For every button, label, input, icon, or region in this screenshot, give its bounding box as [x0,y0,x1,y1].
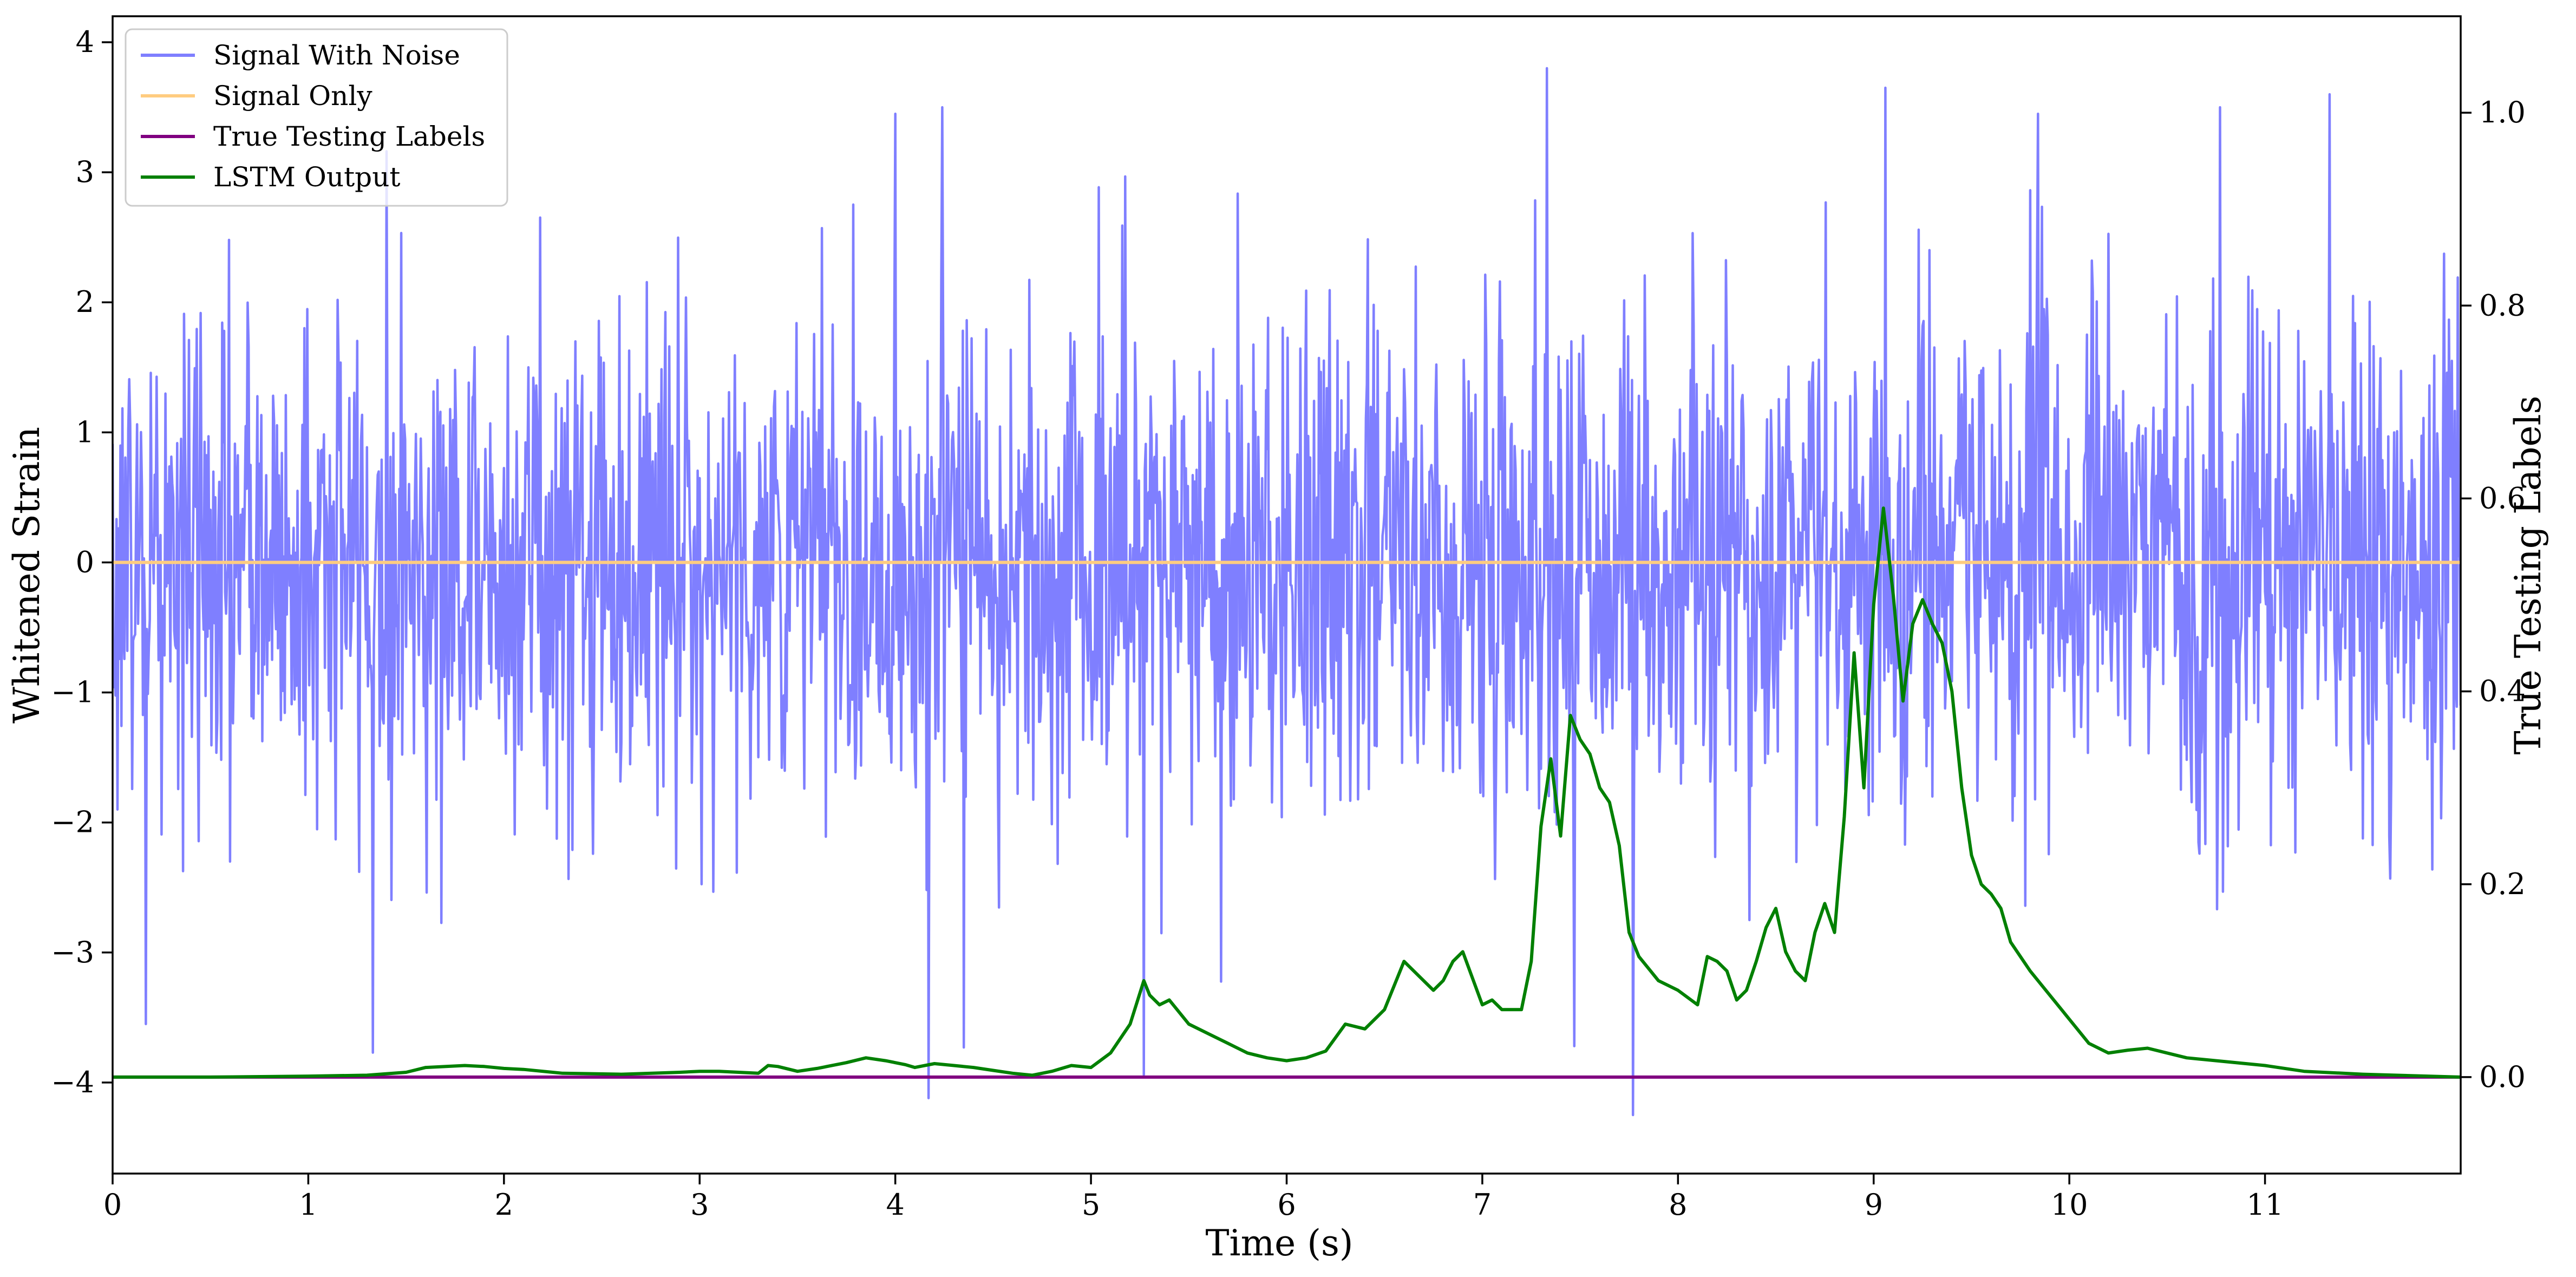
x-tick-label: 6 [1277,1188,1296,1222]
y-tick-label-left: 2 [76,285,94,319]
axes: 0 1 2 3 4 5 6 7 8 9 10 11 −4 −3 −2 −1 0 1 2 3 4 0.0 0.2 0.4 0.6 0… [51,15,2526,1222]
x-tick-label: 5 [1082,1188,1100,1222]
y-tick-label-right: 0.4 [2479,674,2526,708]
x-axis-label: Time (s) [1205,1222,1353,1264]
legend-label-signal-only: Signal Only [213,80,372,112]
x-tick-label: 2 [495,1188,513,1222]
y-tick-label-left: 4 [76,25,94,59]
x-tick-label: 1 [299,1188,317,1222]
x-tick-label: 11 [2246,1188,2284,1222]
y-tick-label-left: −4 [51,1065,94,1099]
legend-label-lstm-output: LSTM Output [213,161,400,193]
y-tick-label-right: 0.2 [2479,867,2526,901]
y-tick-label-left: −1 [51,675,94,709]
y-tick-label-left: 1 [76,415,94,449]
x-tick-label: 3 [690,1188,709,1222]
y-axis-label-left: Whitened Strain [6,427,48,724]
legend: Signal With Noise Signal Only True Testing… [125,28,508,207]
plot-area [113,67,2461,1117]
y-tick-label-left: 3 [76,155,94,189]
legend-box [125,28,508,207]
legend-label-signal-with-noise: Signal With Noise [213,40,460,71]
x-tick-label: 9 [1865,1188,1883,1222]
x-tick-label: 4 [886,1188,904,1222]
series-line-signal-with-noise [113,67,2461,1117]
series-line-lstm-output [113,506,2461,1079]
y-tick-label-right: 0.6 [2479,481,2526,515]
y-tick-label-left: 0 [76,545,94,579]
x-tick-label: 0 [103,1188,122,1222]
y-tick-label-right: 1.0 [2479,95,2526,129]
y-tick-label-right: 0.8 [2479,288,2526,322]
x-tick-label: 10 [2051,1188,2088,1222]
y-tick-label-left: −3 [51,935,94,969]
y-tick-label-right: 0.0 [2479,1060,2526,1094]
y-tick-label-left: −2 [51,805,94,839]
plot-content [113,67,2461,1117]
x-tick-label: 7 [1473,1188,1492,1222]
x-tick-label: 8 [1669,1188,1687,1222]
y-axis-label-right: True Testing Labels [2507,396,2549,755]
legend-label-true-testing-labels: True Testing Labels [213,121,485,152]
